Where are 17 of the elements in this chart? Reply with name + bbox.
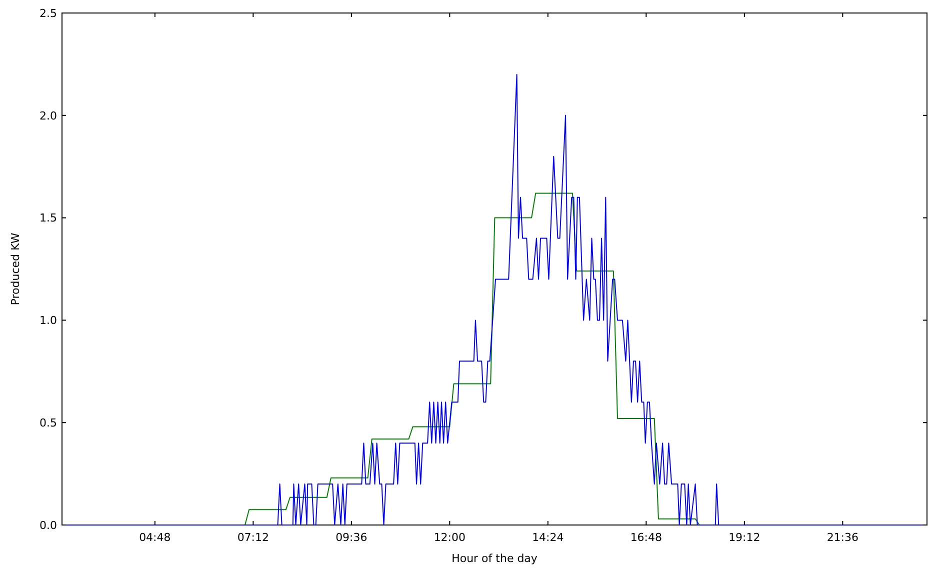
x-tick-label: 14:24 <box>532 531 564 544</box>
x-tick-label: 16:48 <box>630 531 662 544</box>
y-tick-label: 0.0 <box>40 518 57 532</box>
y-axis-title: Produced KW <box>9 232 22 306</box>
x-tick-label: 19:12 <box>728 531 760 544</box>
x-tick-label: 21:36 <box>826 531 859 544</box>
y-tick-label: 2.5 <box>40 6 57 20</box>
y-tick-label: 1.0 <box>40 314 57 328</box>
x-tick-label: 04:48 <box>139 531 171 544</box>
line-series <box>244 192 700 526</box>
y-tick-label: 1.5 <box>40 212 57 225</box>
x-tick-label: 09:36 <box>336 531 368 544</box>
x-tick-label: 12:00 <box>434 531 466 544</box>
x-axis-title: Hour of the day <box>452 552 538 565</box>
y-tick-label: 2.0 <box>40 109 57 122</box>
x-tick-label: 07:12 <box>237 531 270 544</box>
y-tick-label: 0.5 <box>40 416 57 430</box>
